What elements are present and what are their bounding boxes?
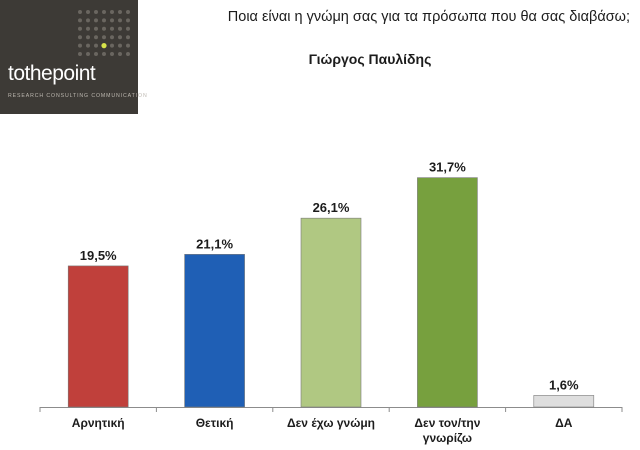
data-label: 21,1% <box>196 236 233 251</box>
category-label: γνωρίζω <box>423 431 472 445</box>
logo-word-the: the <box>24 62 53 85</box>
logo-word-to: to <box>8 62 25 85</box>
logo-dot <box>94 35 98 40</box>
logo-dot <box>78 52 82 56</box>
logo-dot <box>118 52 122 56</box>
logo-dot <box>110 10 114 14</box>
logo-dot <box>102 35 106 40</box>
logo-dot <box>86 26 90 31</box>
logo-dot <box>126 52 130 56</box>
logo-dot <box>102 26 106 31</box>
logo-dot <box>78 43 82 48</box>
logo-dot <box>102 52 106 56</box>
logo-dot <box>102 10 106 14</box>
dot-grid-icon <box>78 10 130 56</box>
company-logo: tothepoint RESEARCH CONSULTING COMMUNICA… <box>0 0 147 114</box>
logo-dot <box>118 35 122 40</box>
category-label: Δεν έχω γνώμη <box>287 416 375 430</box>
category-label: ΔΑ <box>555 416 573 430</box>
logo-dot <box>102 18 106 23</box>
data-label: 19,5% <box>80 248 117 263</box>
logo-dot <box>118 10 122 14</box>
logo-dot <box>94 26 98 31</box>
logo-dot <box>78 35 82 40</box>
logo-wordmark: tothepoint <box>8 62 96 86</box>
logo-dot <box>110 43 114 48</box>
logo-dot <box>78 10 82 14</box>
logo-dot <box>86 10 90 14</box>
logo-dot <box>110 35 114 40</box>
bar-3 <box>300 217 362 408</box>
logo-accent-dot <box>101 43 107 49</box>
data-label: 26,1% <box>313 200 350 215</box>
logo-dot <box>110 18 114 23</box>
data-label: 31,7% <box>429 160 466 175</box>
logo-dot <box>94 18 98 23</box>
chart-title: Γιώργος Παυλίδης <box>308 51 432 67</box>
bar-5 <box>533 395 595 408</box>
survey-question: Ποια είναι η γνώμη σας για τα πρόσωπα πο… <box>227 9 630 25</box>
logo-dot <box>126 10 130 14</box>
logo-dot <box>94 10 98 14</box>
logo-dot <box>126 26 130 31</box>
logo-dot <box>86 18 90 23</box>
logo-dot <box>118 18 122 23</box>
logo-dot <box>94 43 98 48</box>
data-label: 1,6% <box>549 377 579 392</box>
logo-dot <box>110 26 114 31</box>
logo-dot <box>86 35 90 40</box>
category-label: Δεν τον/την <box>414 416 480 430</box>
logo-word-point: point <box>52 62 96 85</box>
logo-dot <box>110 52 114 56</box>
logo-tagline: RESEARCH CONSULTING COMMUNICATION <box>8 93 148 99</box>
logo-dot <box>78 26 82 31</box>
bar-1 <box>67 265 129 408</box>
logo-dot <box>86 52 90 56</box>
logo-dot <box>118 43 122 48</box>
category-label: Θετική <box>196 416 234 430</box>
logo-dot <box>126 18 130 23</box>
logo-dot <box>86 43 90 48</box>
logo-dot <box>126 35 130 40</box>
logo-dot <box>94 52 98 56</box>
category-label: Αρνητική <box>72 416 125 430</box>
bar-4 <box>417 177 478 408</box>
logo-dot <box>126 43 130 48</box>
logo-dot <box>118 26 122 31</box>
logo-dot <box>78 18 82 23</box>
bar-2 <box>184 254 245 408</box>
